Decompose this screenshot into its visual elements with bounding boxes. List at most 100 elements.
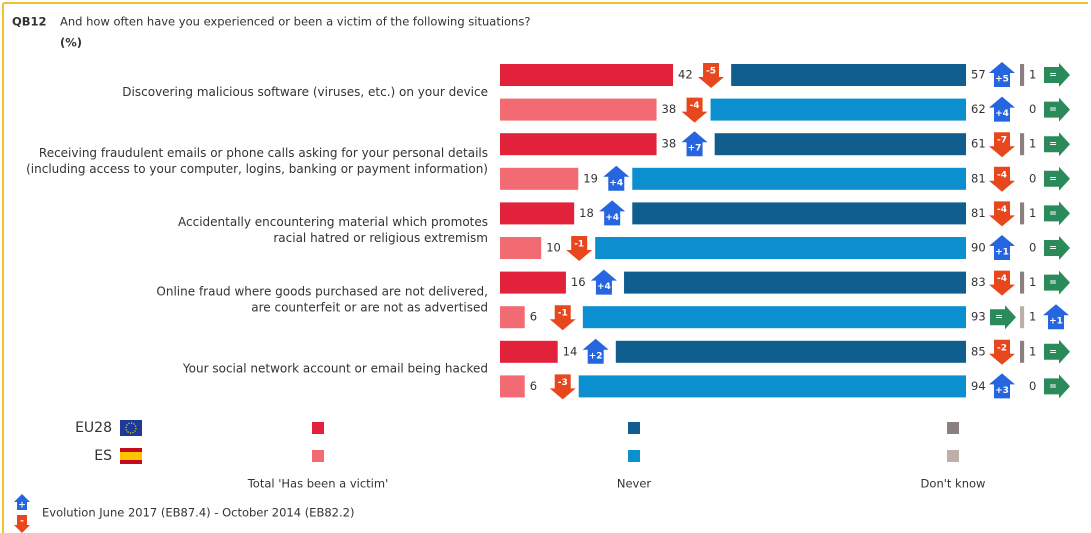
note-symbol: +: [18, 501, 26, 511]
value-label: 62: [971, 102, 986, 116]
legend-swatch: [947, 422, 959, 434]
evolution-label: +4: [609, 178, 623, 188]
evolution-arrow: [1044, 201, 1070, 226]
evolution-arrow: [1044, 97, 1070, 122]
never-bar: [615, 340, 966, 363]
category-label: racial hatred or religious extremism: [273, 231, 488, 245]
legend-label: Never: [617, 477, 652, 491]
value-label: 38: [662, 102, 677, 116]
legend-swatch: [312, 422, 324, 434]
never-bar: [624, 271, 966, 294]
value-label: 0: [1029, 379, 1036, 393]
evolution-label: =: [1049, 105, 1057, 115]
victim-bar: [500, 167, 579, 190]
legend-swatch: [947, 450, 959, 462]
never-bar: [595, 237, 966, 259]
never-bar: [731, 64, 966, 86]
evolution-label: -1: [558, 309, 568, 319]
never-bar: [632, 167, 966, 190]
eu-flag: [120, 420, 142, 436]
victim-bar: [500, 64, 674, 86]
evolution-label: +2: [589, 351, 603, 361]
evolution-label: -5: [706, 67, 716, 77]
dont-know-bar: [1020, 271, 1025, 294]
category-label: (including access to your computer, logi…: [26, 162, 488, 176]
evolution-arrow: [599, 200, 626, 226]
evolution-label: +4: [995, 109, 1009, 119]
note-down-arrow: [14, 515, 30, 533]
evolution-arrow: [1044, 270, 1070, 295]
victim-bar: [500, 98, 657, 121]
evolution-arrow: [590, 269, 617, 295]
victim-bar: [500, 271, 566, 294]
dont-know-bar: [1020, 133, 1025, 156]
value-label: 10: [546, 241, 561, 255]
dont-know-bar: [1020, 202, 1025, 225]
chart-subtitle: (%): [60, 36, 82, 50]
value-label: 38: [662, 137, 677, 151]
legend-label: Total 'Has been a victim': [247, 477, 389, 491]
evolution-label: =: [1049, 278, 1057, 288]
evolution-label: -4: [997, 274, 1007, 284]
evolution-arrow: [698, 63, 725, 88]
evolution-arrow: [1044, 132, 1070, 157]
evolution-arrow: [989, 339, 1015, 365]
victim-bar: [500, 375, 525, 398]
evolution-arrow: [989, 201, 1015, 227]
es-flag: [120, 448, 142, 464]
value-label: 1: [1029, 137, 1036, 151]
evolution-arrow: [1044, 166, 1070, 191]
legend-swatch: [628, 450, 640, 462]
value-label: 1: [1029, 344, 1036, 358]
value-label: 42: [678, 68, 693, 82]
note-symbol: -: [20, 517, 24, 527]
evolution-arrow: [989, 132, 1015, 158]
evolution-arrow: [1044, 374, 1070, 399]
evolution-arrow: [990, 305, 1016, 330]
value-label: 6: [530, 310, 537, 324]
value-label: 0: [1029, 102, 1036, 116]
evolution-arrow: [989, 373, 1015, 399]
evolution-label: -4: [997, 170, 1007, 180]
value-label: 83: [971, 275, 986, 289]
value-label: 81: [971, 171, 986, 185]
never-bar: [714, 133, 966, 156]
evolution-arrow: [989, 270, 1015, 296]
evolution-label: -1: [574, 240, 584, 250]
value-label: 94: [971, 379, 986, 393]
value-label: 81: [971, 206, 986, 220]
evolution-label: -3: [558, 378, 568, 388]
value-label: 61: [971, 137, 986, 151]
evolution-label: -4: [690, 101, 700, 111]
evolution-arrow: [1044, 339, 1070, 364]
evolution-label: =: [1049, 209, 1057, 219]
evolution-arrow: [566, 236, 593, 261]
value-label: 0: [1029, 171, 1036, 185]
victim-bar: [500, 340, 558, 363]
value-label: 19: [583, 171, 598, 185]
value-label: 16: [571, 275, 586, 289]
evolution-label: =: [1049, 382, 1057, 392]
evolution-label: +3: [995, 386, 1009, 396]
evolution-arrow: [681, 97, 708, 123]
value-label: 14: [563, 344, 578, 358]
value-label: 1: [1029, 275, 1036, 289]
evolution-label: =: [1049, 140, 1057, 150]
legend-country: EU28: [75, 420, 112, 436]
category-label: are counterfeit or are not as advertised: [251, 300, 488, 314]
evolution-arrow: [989, 235, 1015, 260]
category-label: Your social network account or email bei…: [182, 362, 488, 376]
evolution-label: =: [1049, 244, 1057, 254]
evolution-label: +5: [995, 75, 1009, 85]
value-label: 85: [971, 344, 986, 358]
never-bar: [578, 375, 966, 398]
value-label: 1: [1029, 68, 1036, 82]
evolution-label: +4: [605, 213, 619, 223]
evolution-label: =: [1049, 71, 1057, 81]
evolution-arrow: [1044, 236, 1070, 260]
dont-know-bar: [1020, 306, 1025, 329]
category-label: Discovering malicious software (viruses,…: [122, 85, 488, 99]
never-bar: [582, 306, 966, 329]
evolution-arrow: [1043, 304, 1069, 330]
